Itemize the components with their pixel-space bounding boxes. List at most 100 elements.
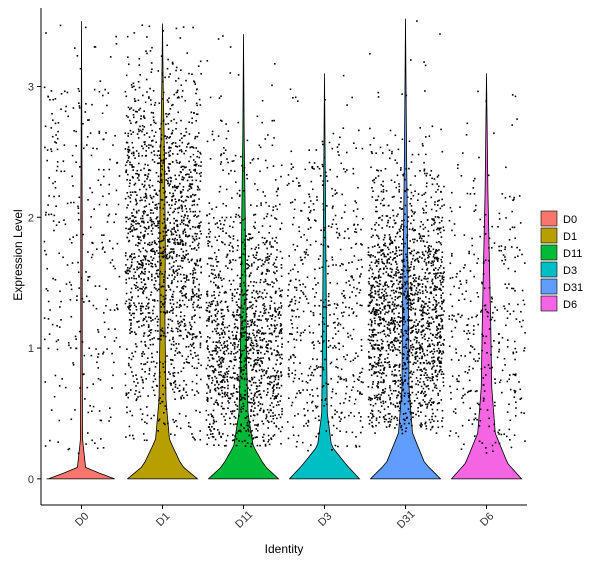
jitter-point [251, 291, 253, 294]
jitter-point [148, 316, 150, 319]
jitter-point [162, 120, 165, 123]
jitter-point [166, 277, 169, 279]
jitter-point [256, 115, 259, 118]
jitter-point [213, 421, 215, 423]
jitter-point [215, 276, 217, 279]
jitter-point [151, 352, 153, 355]
jitter-point [76, 299, 78, 301]
jitter-point [395, 290, 397, 292]
jitter-point [423, 335, 426, 338]
jitter-point [265, 340, 268, 343]
jitter-point [143, 255, 145, 257]
jitter-point [416, 251, 419, 253]
jitter-point [169, 163, 171, 165]
jitter-point [421, 370, 423, 372]
jitter-point [428, 343, 431, 346]
jitter-point [222, 35, 224, 37]
jitter-point [150, 262, 152, 264]
jitter-point [279, 325, 282, 327]
jitter-point [147, 303, 149, 305]
jitter-point [427, 376, 429, 379]
jitter-point [383, 236, 386, 239]
jitter-point [151, 279, 153, 281]
jitter-point [187, 345, 190, 348]
jitter-point [196, 367, 198, 370]
jitter-point [369, 356, 371, 359]
jitter-point [270, 437, 272, 439]
jitter-point [263, 433, 265, 436]
jitter-point [213, 349, 215, 352]
jitter-point [392, 277, 395, 279]
jitter-point [374, 256, 376, 258]
jitter-point [346, 151, 348, 154]
jitter-point [143, 439, 146, 442]
jitter-point [427, 384, 429, 387]
jitter-point [393, 283, 395, 285]
jitter-point [291, 333, 293, 335]
jitter-point [258, 385, 261, 387]
jitter-point [240, 263, 242, 266]
jitter-point [172, 103, 174, 106]
jitter-point [403, 317, 405, 319]
jitter-point [129, 332, 131, 335]
jitter-point [314, 405, 317, 407]
jitter-point [141, 368, 144, 371]
jitter-point [246, 378, 248, 380]
jitter-point [164, 423, 166, 426]
jitter-point [428, 323, 430, 326]
jitter-point [420, 318, 423, 321]
jitter-point [417, 251, 420, 254]
jitter-point [220, 161, 223, 163]
jitter-point [270, 438, 273, 440]
jitter-point [167, 177, 170, 180]
jitter-point [128, 425, 131, 428]
jitter-point [142, 433, 145, 435]
jitter-point [162, 207, 164, 210]
jitter-point [239, 355, 242, 358]
jitter-point [220, 119, 222, 122]
jitter-point [413, 219, 415, 221]
jitter-point [376, 169, 378, 171]
jitter-point [431, 282, 434, 285]
jitter-point [280, 375, 283, 378]
jitter-point [158, 375, 161, 378]
jitter-point [273, 330, 276, 332]
jitter-point [218, 287, 220, 289]
jitter-point [185, 127, 187, 130]
jitter-point [405, 343, 407, 346]
jitter-point [91, 253, 94, 256]
jitter-point [212, 371, 215, 374]
jitter-point [132, 215, 135, 217]
jitter-point [131, 229, 133, 231]
jitter-point [141, 271, 143, 273]
jitter-point [331, 195, 334, 197]
jitter-point [245, 384, 248, 386]
jitter-point [149, 216, 152, 219]
jitter-point [280, 264, 283, 266]
jitter-point [269, 241, 271, 243]
jitter-point [196, 233, 198, 235]
jitter-point [162, 80, 164, 83]
jitter-point [388, 310, 390, 313]
jitter-point [244, 338, 247, 341]
jitter-point [306, 425, 309, 427]
jitter-point [352, 386, 354, 388]
jitter-point [148, 298, 150, 301]
jitter-point [437, 359, 439, 361]
jitter-point [90, 154, 93, 157]
jitter-point [199, 411, 201, 414]
jitter-point [336, 282, 339, 285]
jitter-point [275, 205, 277, 207]
jitter-point [411, 153, 414, 156]
jitter-point [143, 324, 145, 326]
jitter-point [126, 216, 128, 219]
jitter-point [166, 331, 169, 334]
jitter-point [237, 121, 240, 124]
jitter-point [269, 383, 271, 386]
jitter-point [115, 43, 118, 45]
jitter-point [288, 397, 290, 399]
jitter-point [260, 204, 262, 206]
jitter-point [407, 320, 410, 322]
jitter-point [372, 329, 374, 332]
jitter-point [225, 188, 228, 191]
